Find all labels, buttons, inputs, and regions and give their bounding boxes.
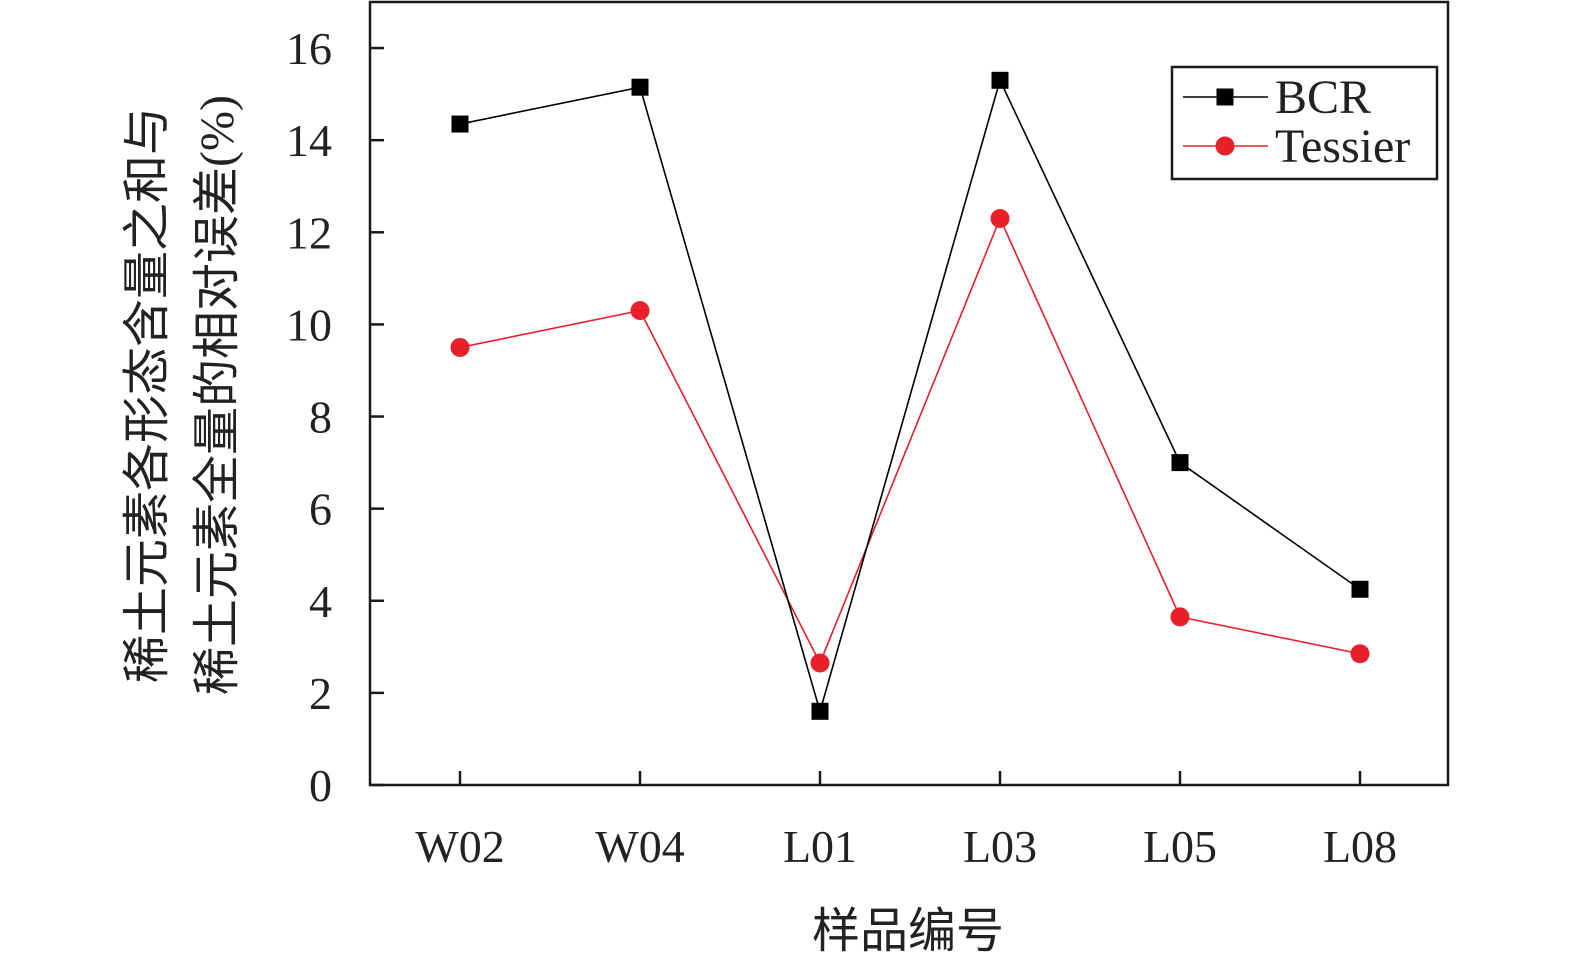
y-tick-label: 14 xyxy=(286,115,332,166)
data-point-bcr xyxy=(1171,454,1189,472)
legend-label-bcr: BCR xyxy=(1275,71,1371,124)
data-point-tessier xyxy=(450,337,470,357)
legend-marker-tessier xyxy=(1215,136,1235,156)
legend-label-tessier: Tessier xyxy=(1275,120,1410,173)
data-point-bcr xyxy=(631,78,649,96)
series-group xyxy=(450,71,1370,720)
y-tick-label: 8 xyxy=(309,392,332,443)
x-tick-label: L05 xyxy=(1143,821,1217,872)
data-point-bcr xyxy=(811,702,829,720)
data-point-tessier xyxy=(990,208,1010,228)
x-tick-label: L08 xyxy=(1323,821,1397,872)
data-point-tessier xyxy=(1170,607,1190,627)
y-tick-label: 16 xyxy=(286,23,332,74)
data-point-tessier xyxy=(1350,644,1370,664)
y-tick-label: 4 xyxy=(309,576,332,627)
data-point-bcr xyxy=(451,115,469,133)
x-tick-label: W04 xyxy=(595,821,684,872)
y-tick-label: 10 xyxy=(286,299,332,350)
series-line-tessier xyxy=(459,216,1361,665)
y-axis-title-line-2: 稀土元素全量的相对误差(%) xyxy=(191,95,244,695)
x-tick-label: L03 xyxy=(963,821,1037,872)
plot-frame xyxy=(368,0,1450,787)
legend-box xyxy=(1170,65,1439,181)
y-tick-label: 0 xyxy=(309,760,332,811)
x-axis-title: 样品编号 xyxy=(812,905,1004,958)
series-line-bcr xyxy=(459,78,1361,715)
data-point-tessier xyxy=(810,653,830,673)
y-axis-title-line-1: 稀土元素各形态含量之和与 xyxy=(121,107,174,683)
y-tick-label: 2 xyxy=(309,668,332,719)
y-axis-ticks: 0 2 4 6 8 10 12 14 16 xyxy=(286,23,384,811)
data-point-tessier xyxy=(630,301,650,321)
legend-marker-bcr xyxy=(1216,88,1234,106)
x-tick-label: W02 xyxy=(415,821,504,872)
x-axis-ticks: W02 W04 L01 L03 L05 L08 xyxy=(415,771,1397,872)
data-point-bcr xyxy=(1351,580,1369,598)
x-tick-label: L01 xyxy=(783,821,857,872)
y-tick-label: 12 xyxy=(286,207,332,258)
y-tick-label: 6 xyxy=(309,484,332,535)
data-point-bcr xyxy=(991,71,1009,89)
